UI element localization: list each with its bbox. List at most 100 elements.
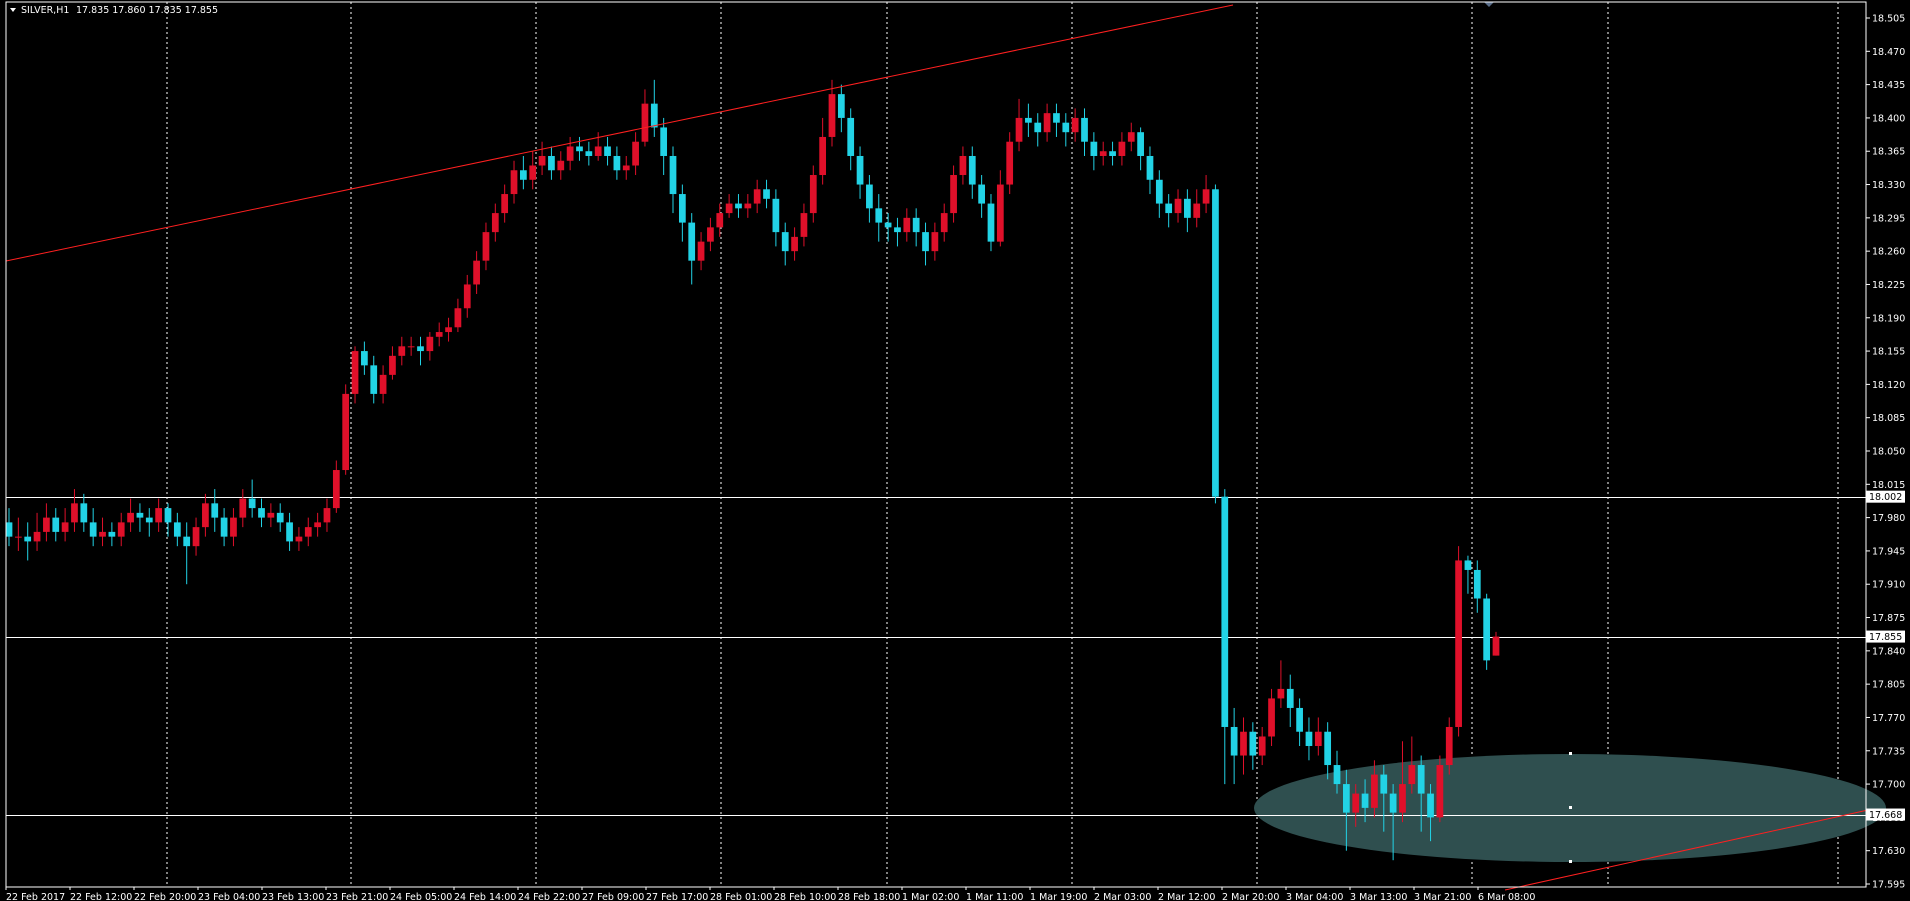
candle-body bbox=[1174, 198, 1182, 214]
time-tick-label: 22 Feb 12:00 bbox=[70, 892, 132, 901]
candle-body bbox=[1277, 688, 1285, 699]
candle-body bbox=[613, 155, 621, 171]
time-tick-label: 27 Feb 17:00 bbox=[646, 892, 708, 901]
candle-body bbox=[1015, 117, 1023, 142]
price-tick-label: 17.840 bbox=[1872, 646, 1905, 657]
time-tick-label: 23 Feb 13:00 bbox=[262, 892, 324, 901]
candle-body bbox=[24, 536, 32, 542]
candle-body bbox=[454, 308, 462, 328]
candle-body bbox=[99, 531, 106, 537]
candle-body bbox=[361, 351, 368, 366]
candle-body bbox=[1193, 203, 1201, 218]
candle-body bbox=[173, 522, 181, 537]
candle-body bbox=[164, 508, 172, 523]
dropdown-triangle-icon[interactable] bbox=[10, 8, 16, 12]
candle-body bbox=[763, 189, 770, 199]
candle-body bbox=[1408, 765, 1416, 785]
price-tick-label: 17.980 bbox=[1872, 513, 1905, 524]
candle-body bbox=[1062, 122, 1070, 133]
candle-body bbox=[791, 236, 798, 252]
candle-body bbox=[1483, 598, 1491, 661]
candle-body bbox=[707, 227, 714, 242]
candle-body bbox=[903, 217, 911, 233]
candle-body bbox=[1081, 117, 1088, 142]
candle-body bbox=[52, 517, 60, 532]
candle-body bbox=[940, 213, 948, 233]
candle-body bbox=[183, 536, 191, 547]
candle-body bbox=[996, 184, 1004, 242]
price-tick-label: 18.260 bbox=[1872, 247, 1905, 258]
candle-body bbox=[566, 146, 574, 161]
time-tick-label: 23 Feb 21:00 bbox=[326, 892, 388, 901]
price-tick-label: 18.295 bbox=[1872, 213, 1905, 224]
candle-body bbox=[1221, 496, 1229, 727]
price-axis[interactable]: 18.505 18.470 18.435 18.400 18.365 18.330 18.2… bbox=[1866, 14, 1905, 891]
time-tick-label: 28 Feb 10:00 bbox=[774, 892, 836, 901]
upper-trendline[interactable] bbox=[5, 4, 1234, 262]
candle-body bbox=[968, 155, 976, 185]
candle-body bbox=[725, 203, 733, 214]
time-tick-label: 2 Mar 03:00 bbox=[1094, 892, 1151, 901]
price-tick-label: 17.805 bbox=[1872, 680, 1905, 691]
candle-body bbox=[1286, 688, 1294, 708]
candle-body bbox=[678, 194, 686, 223]
candle-body bbox=[922, 232, 929, 252]
candle-body bbox=[108, 531, 116, 537]
candle-body bbox=[491, 213, 499, 233]
price-tick-label: 18.155 bbox=[1872, 347, 1905, 358]
time-tick-label: 3 Mar 04:00 bbox=[1286, 892, 1343, 901]
time-tick-label: 6 Mar 08:00 bbox=[1478, 892, 1535, 901]
candle-body bbox=[819, 136, 827, 176]
candle-body bbox=[117, 522, 125, 537]
ohlc-readout: 17.835 17.860 17.835 17.855 bbox=[76, 5, 218, 16]
candle-body bbox=[248, 498, 256, 509]
candle-body bbox=[978, 184, 985, 204]
candle-body bbox=[220, 517, 228, 537]
candle-body bbox=[1212, 189, 1219, 497]
zone-handle-bottom[interactable] bbox=[1569, 860, 1572, 863]
candle-body bbox=[1099, 151, 1107, 156]
candle-body bbox=[959, 155, 967, 176]
candle-body bbox=[1090, 141, 1098, 156]
chart-frame bbox=[5, 1, 1867, 888]
candle-body bbox=[809, 175, 817, 214]
zone-handle-center[interactable] bbox=[1569, 806, 1572, 809]
candle-body bbox=[1109, 151, 1116, 156]
candle-body bbox=[1427, 793, 1434, 818]
trendlines[interactable] bbox=[5, 4, 1869, 891]
candle-body bbox=[837, 94, 845, 118]
time-tick-label: 1 Mar 02:00 bbox=[902, 892, 959, 901]
price-tick-label: 18.225 bbox=[1872, 280, 1905, 291]
scroll-marker-icon[interactable] bbox=[1484, 2, 1494, 7]
candle-body bbox=[482, 232, 490, 261]
candle-body bbox=[192, 527, 200, 547]
candle-body bbox=[987, 203, 995, 242]
candle-body bbox=[1127, 132, 1135, 142]
price-tick-label: 18.190 bbox=[1872, 313, 1905, 324]
candle-body bbox=[1118, 141, 1126, 156]
candle-body bbox=[1445, 726, 1453, 766]
candle-body bbox=[1342, 784, 1350, 813]
candle-body bbox=[426, 336, 434, 352]
lower-trendline[interactable] bbox=[1504, 809, 1869, 891]
candle-body bbox=[669, 155, 677, 195]
price-label-box bbox=[1866, 630, 1905, 643]
time-axis[interactable]: 22 Feb 2017 22 Feb 12:00 22 Feb 20:00 23 Fe… bbox=[5, 887, 1535, 901]
candle-body bbox=[230, 517, 237, 537]
time-tick-label: 3 Mar 21:00 bbox=[1414, 892, 1471, 901]
time-tick-label: 24 Feb 05:00 bbox=[390, 892, 452, 901]
candle-body bbox=[1249, 731, 1257, 756]
price-tick-label: 17.630 bbox=[1872, 846, 1905, 857]
candle-body bbox=[267, 512, 275, 518]
candle-body bbox=[80, 503, 88, 523]
zone-handle-top[interactable] bbox=[1569, 752, 1572, 755]
candle-body bbox=[71, 503, 78, 523]
candle-body bbox=[1240, 731, 1247, 756]
candle-body bbox=[1184, 198, 1191, 218]
candle-body bbox=[622, 165, 630, 171]
candle-body bbox=[688, 222, 696, 261]
candle-body bbox=[557, 160, 565, 171]
chart-header: SILVER,H1 17.835 17.860 17.835 17.855 bbox=[10, 5, 218, 16]
time-tick-label: 22 Feb 2017 bbox=[6, 892, 65, 901]
